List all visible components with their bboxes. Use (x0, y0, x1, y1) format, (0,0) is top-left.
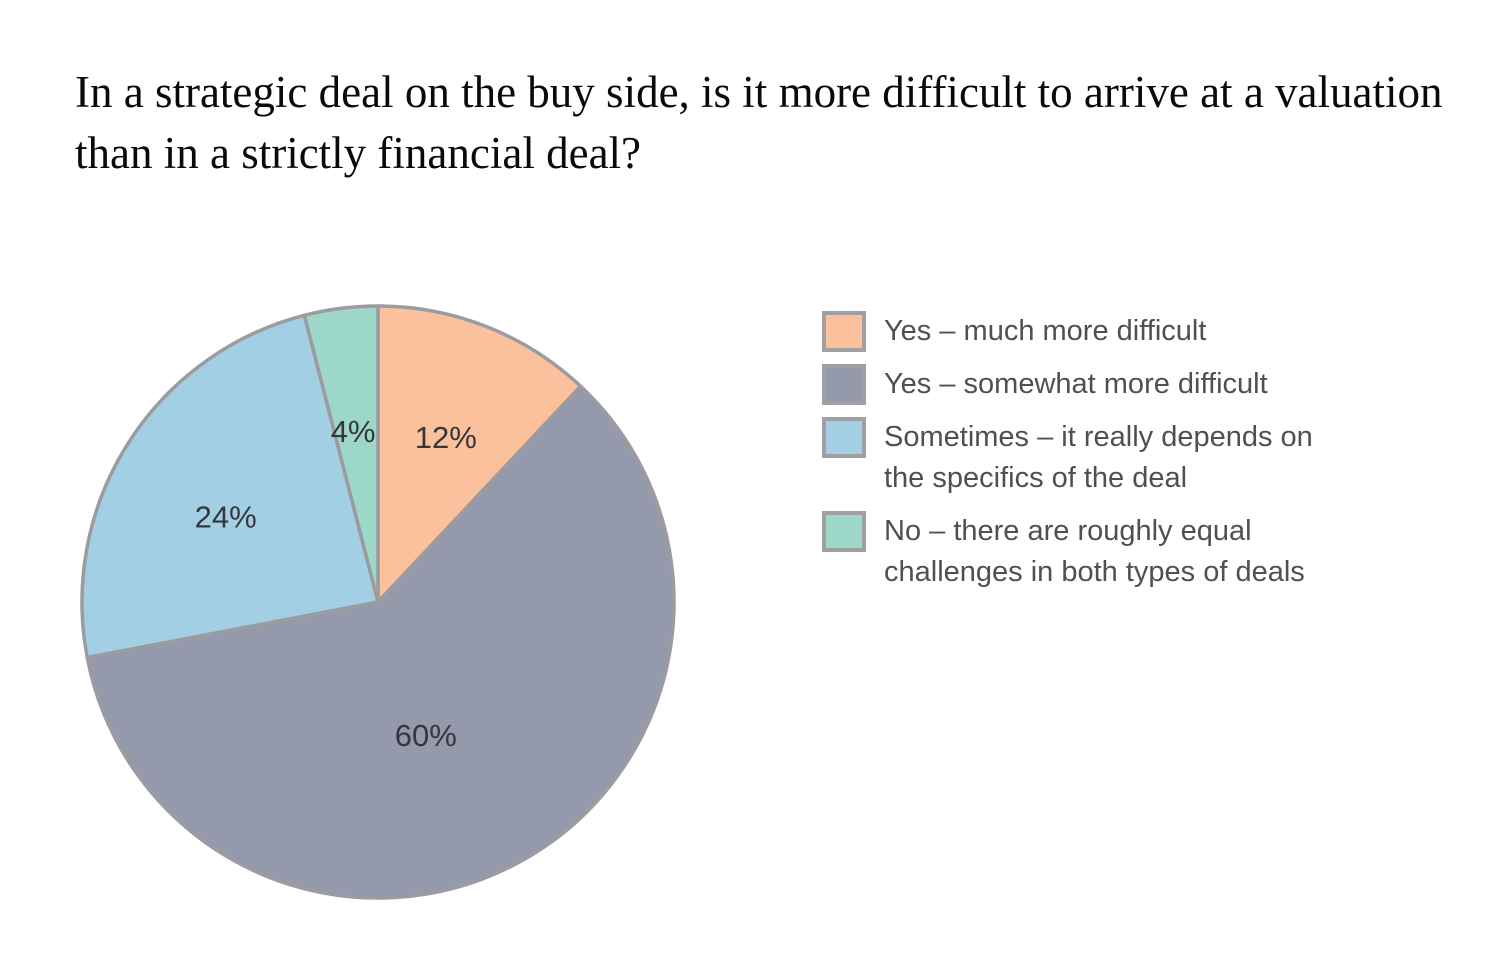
pie-value-label: 4% (331, 414, 376, 449)
pie-slice-60pct (85, 384, 676, 900)
pie-value-label: 24% (195, 500, 257, 535)
pie-slice-4pct (302, 304, 380, 604)
pie-slice-24pct (80, 313, 380, 660)
legend-swatch (822, 364, 866, 405)
pie-value-label: 12% (415, 420, 477, 455)
legend-swatch (822, 511, 866, 552)
legend-swatch (822, 417, 866, 458)
legend-item: No – there are roughly equal challenges … (822, 511, 1314, 593)
legend: Yes – much more difficult Yes – somewhat … (822, 311, 1314, 593)
pie-value-label: 60% (395, 718, 457, 753)
pie-svg: 12% 60% 24% 4% (80, 304, 676, 900)
legend-swatch (822, 311, 866, 352)
chart-title: In a strategic deal on the buy side, is … (75, 67, 1443, 178)
legend-item: Yes – much more difficult (822, 311, 1314, 352)
pie-chart: 12% 60% 24% 4% (58, 282, 698, 922)
legend-item: Yes – somewhat more difficult (822, 364, 1314, 405)
legend-item: Sometimes – it really depends on the spe… (822, 417, 1314, 499)
legend-label: No – there are roughly equal challenges … (884, 515, 1305, 588)
legend-label: Sometimes – it really depends on the spe… (884, 421, 1313, 494)
pie-slice-12pct (376, 304, 583, 604)
legend-label: Yes – much more difficult (884, 315, 1207, 347)
legend-label: Yes – somewhat more difficult (884, 368, 1268, 400)
